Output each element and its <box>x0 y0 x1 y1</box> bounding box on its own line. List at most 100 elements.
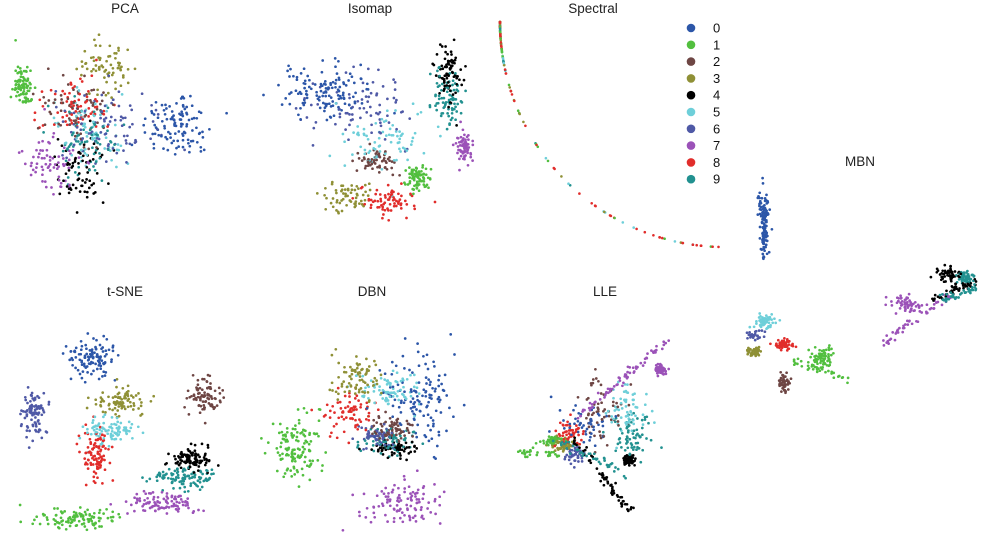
data-point <box>71 106 74 110</box>
data-point <box>450 111 454 115</box>
data-point <box>381 437 385 441</box>
data-point <box>74 114 78 118</box>
data-point <box>85 347 88 351</box>
data-point <box>290 455 293 459</box>
data-point <box>399 388 402 392</box>
data-point <box>352 65 355 69</box>
data-point <box>53 98 57 101</box>
data-point <box>166 497 170 500</box>
data-point <box>375 442 379 446</box>
data-point <box>170 481 174 484</box>
data-point <box>130 108 134 112</box>
data-point <box>455 88 459 92</box>
data-point <box>762 335 766 339</box>
data-point <box>120 398 124 401</box>
data-point <box>40 436 44 440</box>
data-point <box>117 405 121 408</box>
data-point <box>824 348 828 352</box>
data-point <box>92 110 96 114</box>
data-point <box>395 98 398 102</box>
data-point <box>454 91 457 95</box>
data-point <box>388 202 392 206</box>
data-point <box>650 349 653 352</box>
data-point <box>398 428 402 431</box>
data-point <box>360 426 364 430</box>
data-point <box>363 148 367 152</box>
data-point <box>104 160 108 163</box>
data-point <box>747 350 751 353</box>
data-point <box>360 159 364 162</box>
data-point <box>394 364 398 368</box>
data-point <box>395 127 398 131</box>
data-point <box>366 137 370 141</box>
data-point <box>605 414 608 418</box>
data-point <box>358 106 362 110</box>
data-point <box>344 84 348 87</box>
data-point <box>67 117 71 120</box>
data-point <box>37 152 41 156</box>
data-point <box>396 134 399 138</box>
data-point <box>84 483 88 487</box>
data-point <box>621 221 625 224</box>
data-point <box>96 121 99 125</box>
data-point <box>914 305 918 308</box>
data-point <box>101 391 105 394</box>
data-point <box>469 155 473 159</box>
data-point <box>558 409 562 412</box>
data-point <box>909 309 913 312</box>
data-point <box>635 448 638 452</box>
data-point <box>359 387 363 390</box>
data-point <box>903 305 907 309</box>
data-point <box>93 454 97 458</box>
data-point <box>347 103 351 107</box>
data-point <box>344 71 348 74</box>
data-point <box>662 340 666 344</box>
data-point <box>600 420 604 423</box>
data-point <box>30 391 34 395</box>
data-point <box>16 90 19 94</box>
data-point <box>889 337 893 341</box>
data-point <box>196 378 200 382</box>
data-point <box>196 383 200 387</box>
data-point <box>126 399 130 402</box>
data-point <box>66 97 70 101</box>
data-point <box>59 516 63 520</box>
data-point <box>393 111 396 115</box>
data-point <box>652 234 655 237</box>
data-point <box>79 128 83 132</box>
data-point <box>36 394 39 398</box>
data-point <box>308 78 311 82</box>
data-point <box>643 403 647 407</box>
data-point <box>362 106 366 110</box>
data-point <box>338 400 342 404</box>
data-point <box>119 68 123 72</box>
data-point <box>96 359 100 363</box>
data-point <box>781 373 785 377</box>
data-point <box>388 504 392 508</box>
data-point <box>832 376 836 380</box>
data-point <box>409 394 413 398</box>
data-point <box>759 315 762 318</box>
data-point <box>30 418 33 422</box>
data-point <box>111 98 115 102</box>
data-point <box>284 97 288 100</box>
data-point <box>830 347 833 351</box>
data-point <box>545 440 549 444</box>
data-point <box>118 61 121 65</box>
data-point <box>102 109 106 113</box>
data-point <box>107 142 110 146</box>
data-point <box>446 112 449 115</box>
data-point <box>305 96 309 100</box>
data-point <box>116 143 120 146</box>
data-point <box>365 87 369 91</box>
data-point <box>115 385 118 389</box>
data-point <box>560 175 563 178</box>
data-point <box>518 112 521 116</box>
data-point <box>109 502 113 506</box>
data-point <box>776 338 780 342</box>
data-point <box>938 293 942 297</box>
data-point <box>45 148 49 152</box>
data-point <box>17 151 21 154</box>
data-point <box>446 86 450 90</box>
data-point <box>279 445 283 449</box>
